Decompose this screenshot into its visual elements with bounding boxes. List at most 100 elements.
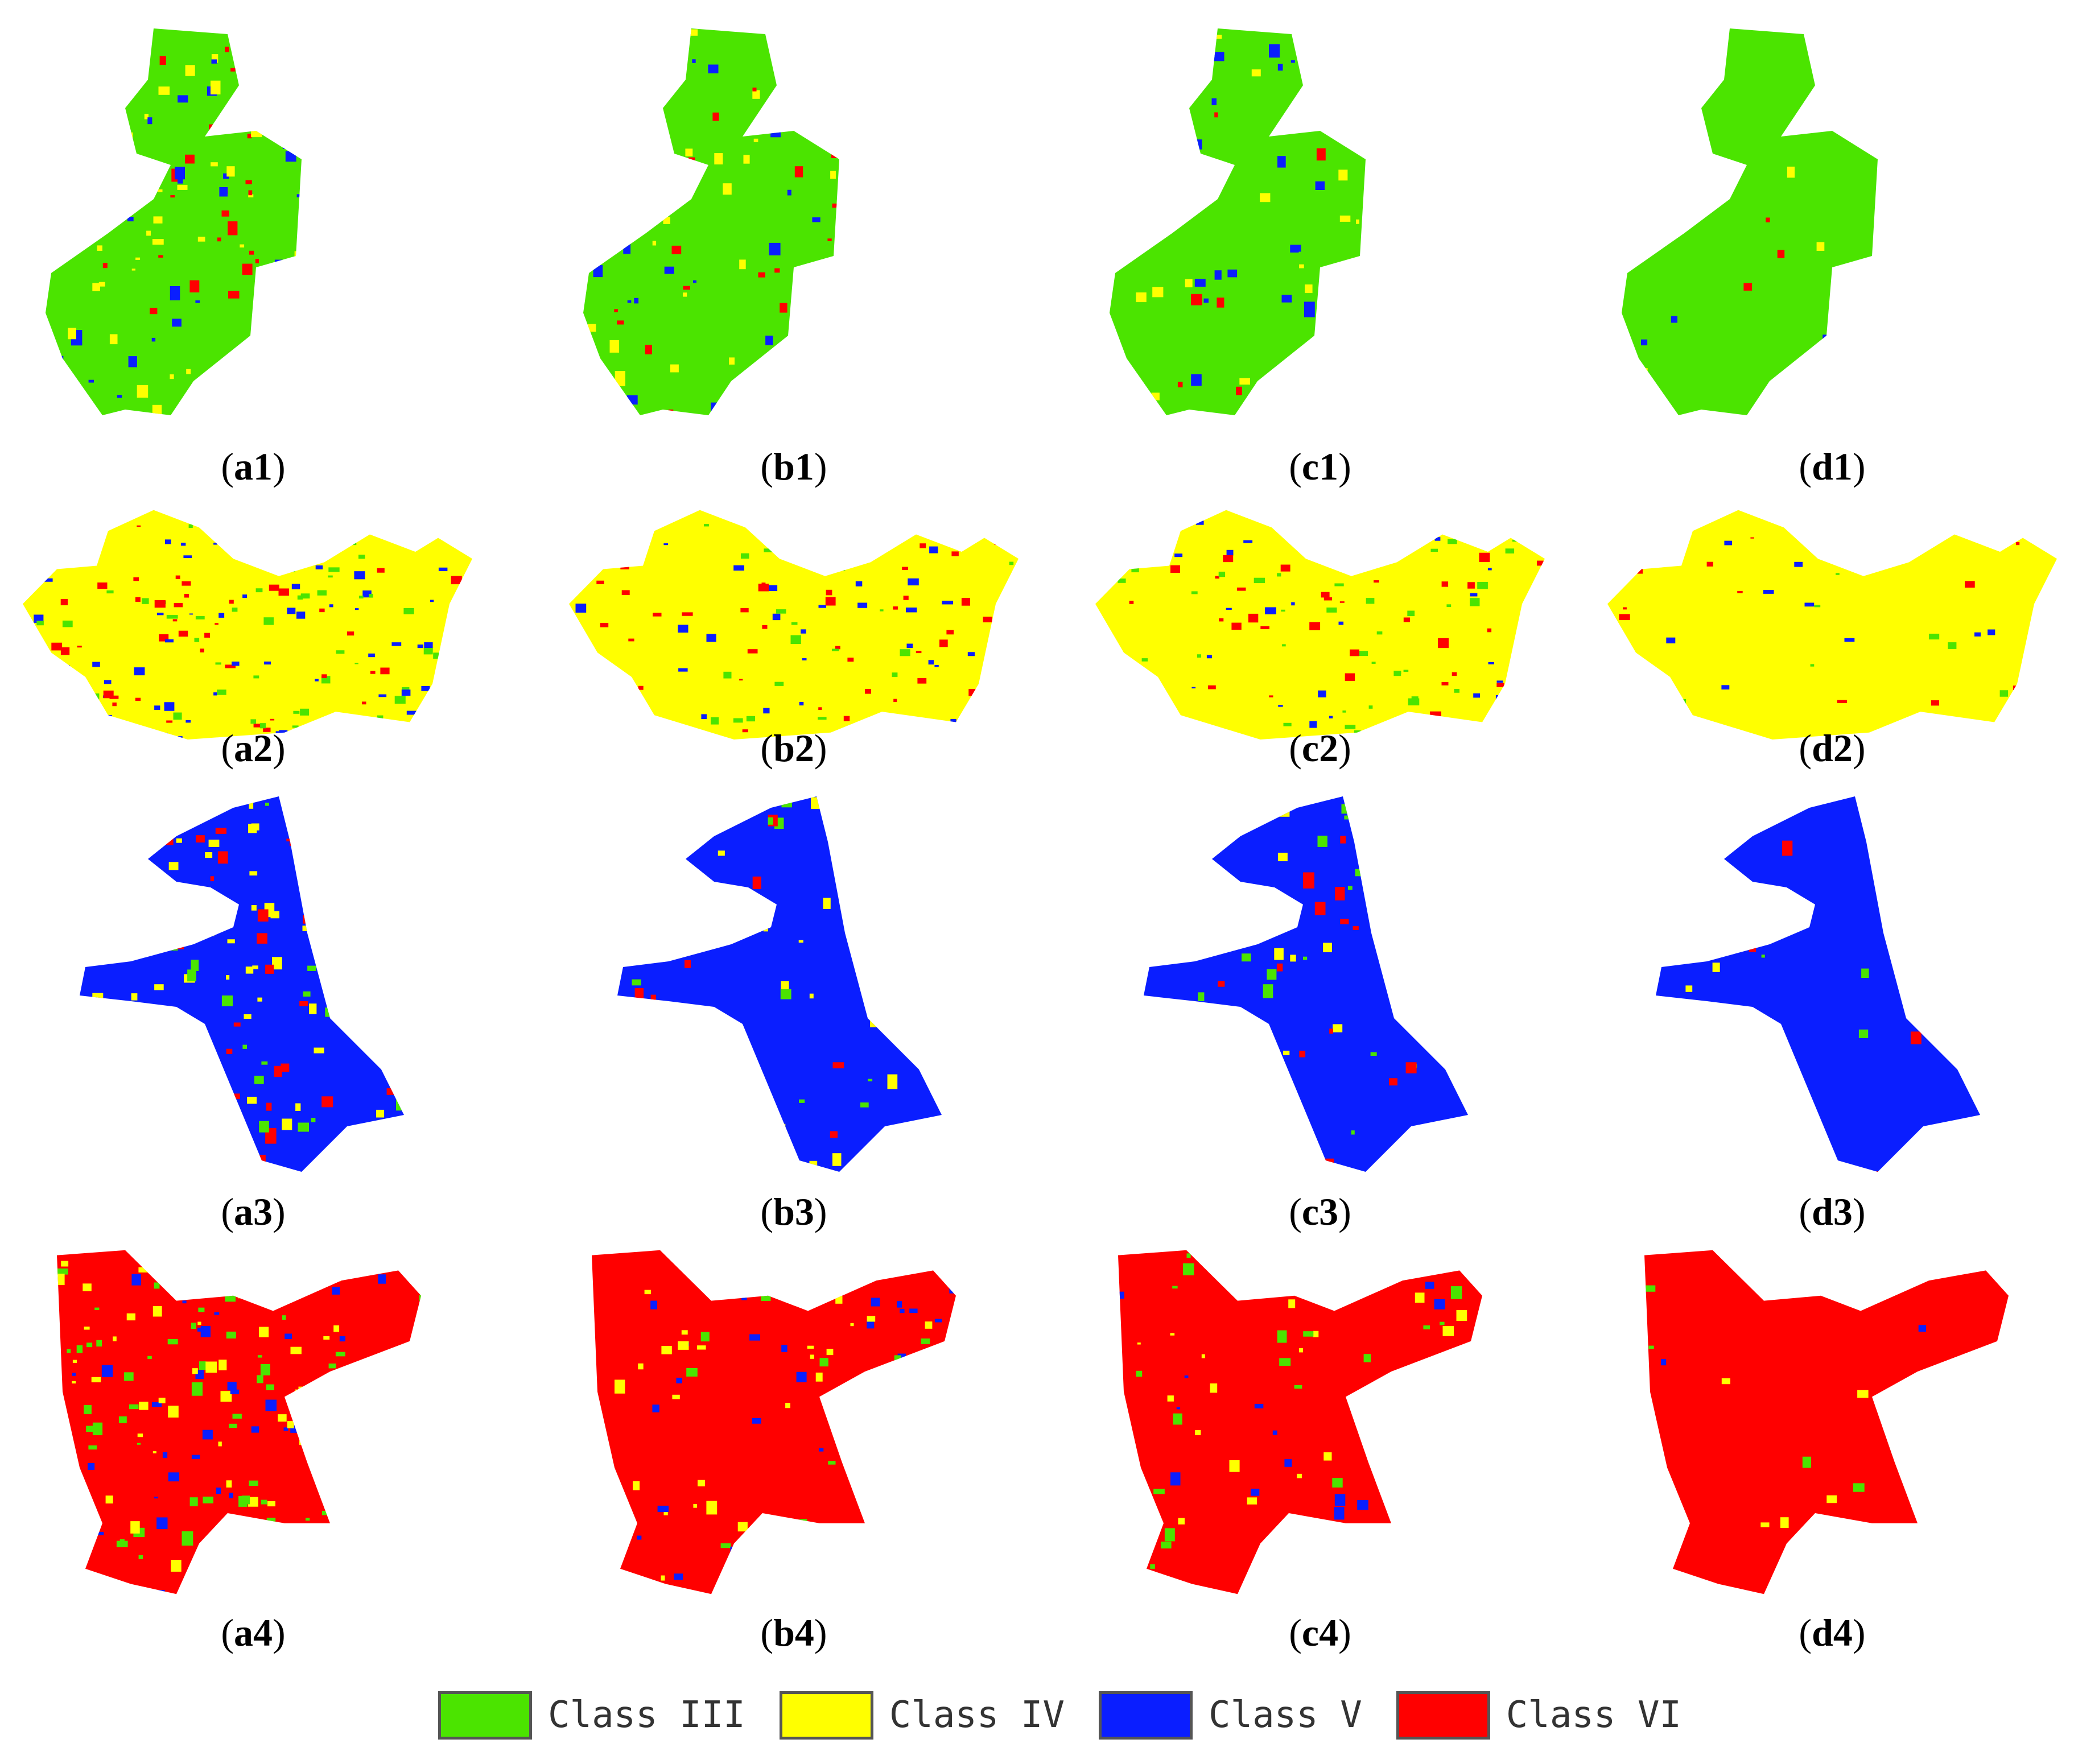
map-pixel (303, 126, 307, 133)
map-pixel (323, 965, 332, 974)
map-pixel (1194, 279, 1206, 287)
map-pixel (378, 797, 389, 809)
map-pixel (905, 868, 912, 877)
map-pixel (967, 652, 975, 656)
map-pixel (430, 600, 434, 602)
map-pixel (1527, 322, 1531, 325)
map-pixel (381, 1570, 390, 1581)
map-pixel (420, 1056, 424, 1061)
map-pixel (2013, 685, 2019, 691)
map-pixel (1013, 598, 1018, 600)
map-pixel (1545, 633, 1555, 638)
map-pixel (218, 361, 228, 373)
map-pixel (952, 293, 958, 300)
map-pixel (1316, 18, 1322, 22)
map-pixel (1139, 507, 1142, 510)
map-pixel (413, 1279, 421, 1285)
map-pixel (1491, 1105, 1497, 1111)
map-pixel (697, 1345, 706, 1350)
map-pixel (210, 876, 215, 882)
map-pixel (1152, 287, 1164, 298)
map-pixel (437, 1401, 445, 1407)
map-pixel (1171, 1007, 1182, 1024)
map-pixel (1176, 1407, 1181, 1410)
map-pixel (175, 575, 180, 579)
map-pixel (1931, 700, 1939, 706)
map-pixel (443, 419, 452, 427)
map-pixel (1075, 920, 1082, 926)
map-pixel (402, 1096, 404, 1105)
map-pixel (951, 551, 959, 556)
map-pixel (1495, 1391, 1498, 1393)
map-pixel (326, 29, 332, 36)
map-pixel (609, 1493, 615, 1499)
map-pixel (1510, 101, 1514, 104)
map-pixel (1299, 1051, 1306, 1057)
map-pixel (191, 1323, 196, 1329)
map-pixel (346, 184, 351, 189)
map-pixel (303, 915, 312, 924)
map-pixel (200, 1250, 212, 1258)
map-pixel (477, 395, 485, 407)
map-pixel (1496, 683, 1504, 687)
map-pixel (617, 320, 624, 325)
map-pixel (254, 1155, 266, 1164)
map-pixel (273, 50, 278, 54)
map-pixel (533, 1351, 535, 1355)
map-pixel (298, 1122, 309, 1132)
map-pixel (1314, 492, 1324, 498)
map-pixel (1280, 564, 1290, 572)
map-pixel (1350, 649, 1359, 656)
map-pixel (473, 75, 485, 89)
map-pixel (1374, 410, 1380, 416)
map-pixel (444, 159, 453, 167)
map-pixel (177, 184, 188, 190)
map-pixel (983, 617, 992, 623)
map-pixel (1376, 631, 1383, 635)
map-pixel (1470, 593, 1478, 597)
map-pixel (165, 639, 174, 643)
map-pixel (890, 1170, 896, 1172)
map-pixel (811, 797, 820, 809)
map-pixel (311, 796, 322, 810)
map-pixel (93, 882, 100, 890)
map-pixel (164, 703, 172, 706)
map-pixel (86, 1426, 93, 1432)
map-pixel (380, 667, 390, 675)
map-pixel (1750, 1083, 1758, 1090)
map-pixel (652, 1404, 659, 1412)
map-pixel (170, 286, 180, 300)
map-pixel (611, 226, 621, 234)
map-pixel (1033, 1168, 1040, 1176)
map-pixel (460, 591, 464, 593)
map-pixel (879, 1486, 884, 1490)
map-pixel (1335, 887, 1345, 900)
map-pixel (1404, 1454, 1415, 1466)
map-pixel (688, 157, 695, 162)
map-pixel (307, 965, 316, 971)
map-body-c3 (1144, 796, 1468, 1172)
map-pixel (158, 189, 163, 192)
map-pixel (439, 1164, 450, 1172)
map-pixel (374, 301, 380, 308)
map-pixel (678, 668, 688, 672)
map-pixel (1226, 608, 1232, 610)
map-pixel (54, 183, 61, 188)
map-pixel (752, 1266, 757, 1269)
map-pixel (191, 960, 199, 971)
map-pixel (313, 1420, 323, 1432)
map-pixel (1195, 1430, 1201, 1436)
map-pixel (1457, 491, 1466, 495)
map-pixel (1042, 499, 1052, 506)
map-pixel (819, 1448, 824, 1452)
map-pixel (733, 718, 743, 723)
map-pixel (1642, 1104, 1647, 1112)
map-pixel (1020, 378, 1030, 390)
map-pixel (900, 1308, 905, 1313)
map-pixel (129, 1050, 135, 1054)
map-pixel (1062, 1369, 1066, 1373)
map-pixel (1397, 327, 1404, 333)
map-pixel (982, 1294, 989, 1298)
map-pixel (117, 866, 122, 872)
legend-label-class-v: Class V (1209, 1694, 1362, 1736)
